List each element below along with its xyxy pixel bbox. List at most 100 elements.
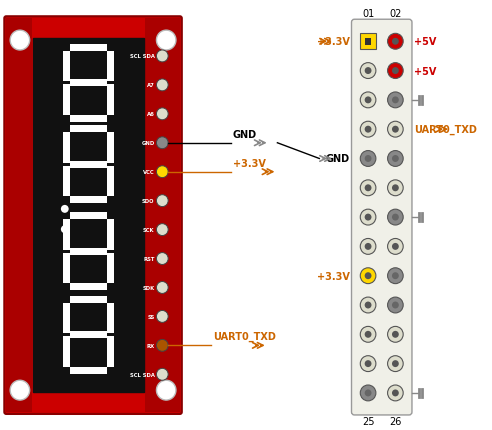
Circle shape	[156, 80, 168, 92]
Circle shape	[365, 360, 371, 367]
Circle shape	[61, 206, 69, 213]
Circle shape	[365, 390, 371, 396]
Text: GND: GND	[325, 154, 349, 164]
Text: A6: A6	[147, 112, 154, 117]
Bar	[63, 52, 70, 82]
Circle shape	[392, 273, 399, 280]
Bar	[70, 45, 107, 52]
Circle shape	[156, 340, 168, 351]
Text: 01: 01	[362, 9, 374, 19]
Circle shape	[156, 381, 176, 400]
Circle shape	[156, 311, 168, 322]
Circle shape	[365, 214, 371, 221]
Circle shape	[388, 210, 403, 225]
Circle shape	[392, 390, 399, 396]
Circle shape	[392, 360, 399, 367]
Bar	[70, 367, 107, 374]
Text: 25: 25	[362, 416, 374, 426]
Bar	[63, 220, 70, 250]
Circle shape	[388, 151, 403, 167]
Bar	[63, 337, 70, 367]
Circle shape	[156, 109, 168, 120]
Circle shape	[365, 273, 371, 280]
Bar	[145, 19, 180, 412]
Text: SCK: SCK	[143, 227, 154, 233]
Bar	[70, 116, 107, 123]
Bar	[63, 303, 70, 334]
Circle shape	[392, 214, 399, 221]
Circle shape	[360, 356, 376, 372]
Circle shape	[360, 268, 376, 284]
Circle shape	[365, 126, 371, 133]
Text: UART0_TXD: UART0_TXD	[213, 332, 276, 341]
Circle shape	[360, 385, 376, 401]
Circle shape	[156, 224, 168, 236]
Circle shape	[392, 68, 399, 75]
Bar	[70, 283, 107, 291]
Circle shape	[365, 302, 371, 309]
Bar	[107, 85, 114, 116]
Bar	[70, 296, 107, 303]
Text: 26: 26	[389, 416, 401, 426]
Circle shape	[156, 138, 168, 149]
Circle shape	[10, 31, 30, 51]
Circle shape	[388, 327, 403, 342]
Circle shape	[365, 97, 371, 104]
Circle shape	[365, 243, 371, 250]
Circle shape	[392, 185, 399, 192]
Bar	[70, 332, 107, 339]
Bar	[107, 253, 114, 283]
Bar	[63, 133, 70, 163]
Circle shape	[388, 64, 403, 79]
Bar	[107, 133, 114, 163]
Bar	[32, 39, 144, 392]
Bar	[70, 80, 107, 87]
Circle shape	[360, 122, 376, 138]
Bar	[6, 19, 31, 412]
Circle shape	[388, 34, 403, 50]
Text: GND: GND	[141, 141, 154, 146]
Circle shape	[392, 97, 399, 104]
Circle shape	[360, 327, 376, 342]
Bar	[365, 39, 371, 46]
Text: +3.3V: +3.3V	[317, 37, 349, 47]
Circle shape	[392, 243, 399, 250]
Circle shape	[388, 93, 403, 108]
Circle shape	[156, 282, 168, 294]
Text: A7: A7	[147, 83, 154, 88]
Text: RST: RST	[143, 256, 154, 261]
Circle shape	[61, 226, 69, 233]
Circle shape	[388, 122, 403, 138]
Circle shape	[156, 369, 168, 381]
Bar	[63, 85, 70, 116]
Circle shape	[360, 210, 376, 225]
Circle shape	[360, 151, 376, 167]
Bar	[70, 212, 107, 220]
Bar	[70, 126, 107, 133]
Circle shape	[388, 356, 403, 372]
Circle shape	[392, 39, 399, 46]
Circle shape	[388, 385, 403, 401]
Text: SCL SDA: SCL SDA	[129, 372, 154, 377]
Text: SDO: SDO	[142, 199, 154, 204]
Text: VCC: VCC	[143, 170, 154, 175]
Text: SS: SS	[147, 314, 154, 319]
Text: SDK: SDK	[142, 285, 154, 290]
Text: UART0_TXD: UART0_TXD	[414, 125, 477, 135]
Circle shape	[392, 126, 399, 133]
Text: +5V: +5V	[414, 66, 436, 77]
FancyBboxPatch shape	[4, 17, 182, 414]
Text: RX: RX	[147, 343, 154, 348]
Circle shape	[365, 68, 371, 75]
Circle shape	[360, 93, 376, 108]
Circle shape	[388, 181, 403, 196]
Text: 02: 02	[389, 9, 401, 19]
Bar	[107, 337, 114, 367]
Circle shape	[388, 298, 403, 313]
Circle shape	[388, 239, 403, 255]
Bar	[360, 34, 376, 50]
Circle shape	[360, 239, 376, 255]
Circle shape	[365, 185, 371, 192]
Bar	[107, 303, 114, 334]
Circle shape	[392, 156, 399, 163]
